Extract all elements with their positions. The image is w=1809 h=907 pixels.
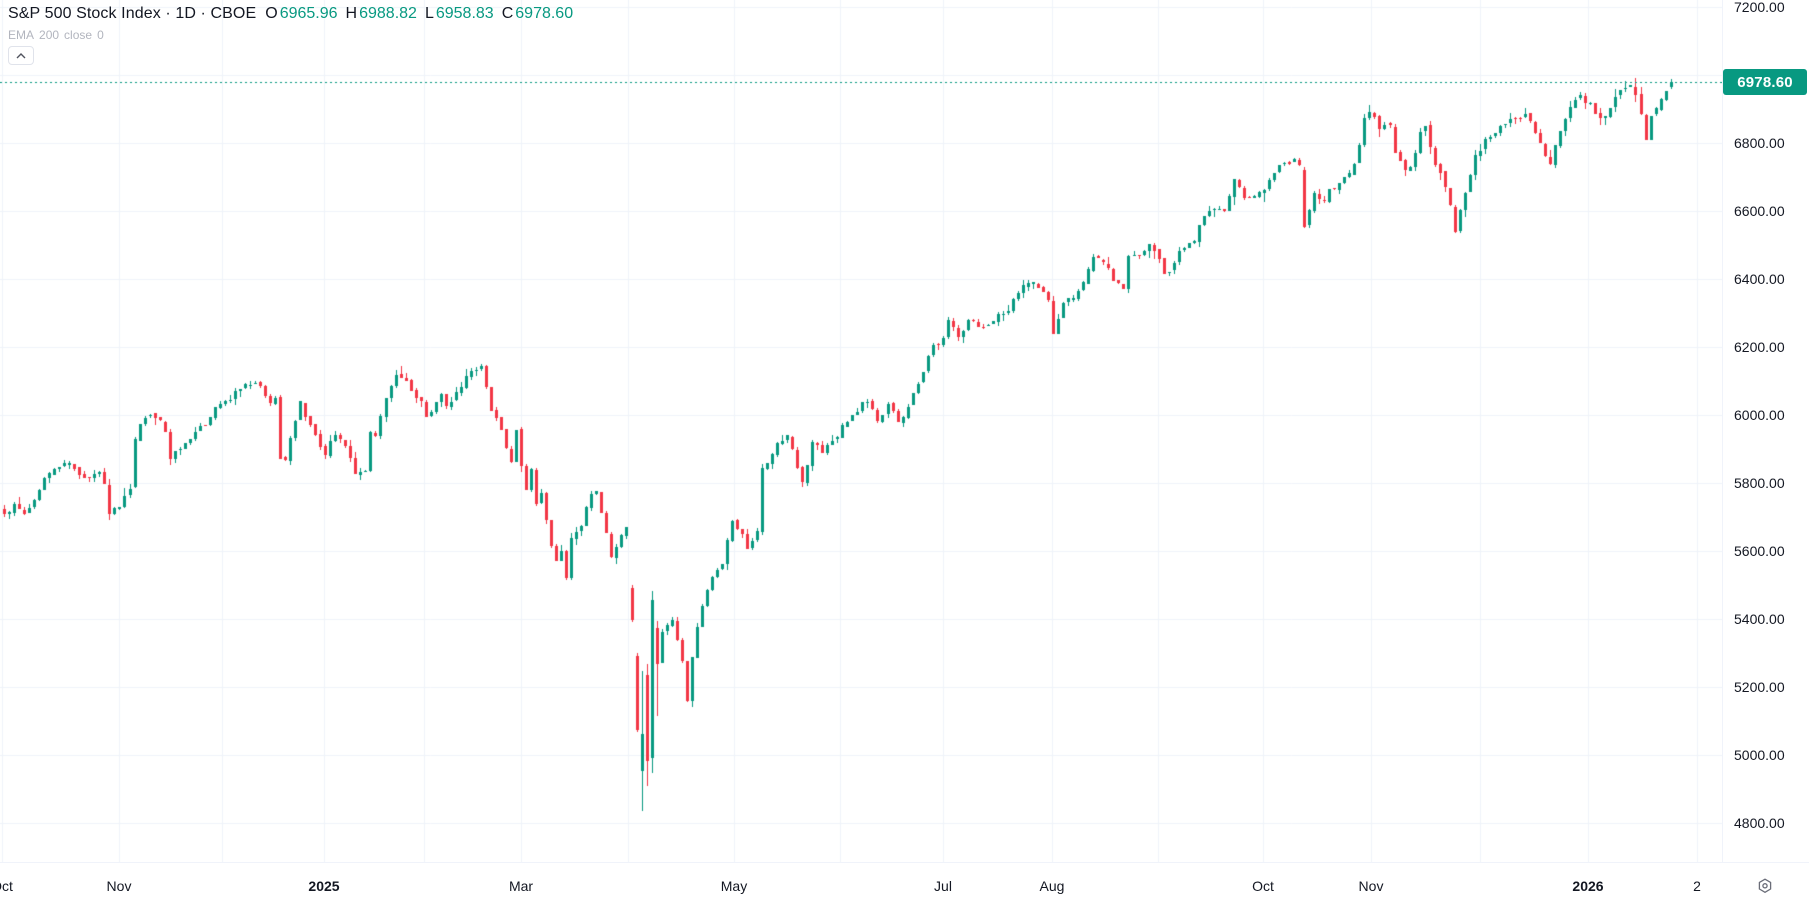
price-tick-label: 5400.00 xyxy=(1734,611,1785,627)
indicator-name: EMA xyxy=(8,28,35,42)
open-value: 6965.96 xyxy=(279,5,338,22)
time-tick-label: Nov xyxy=(1358,878,1384,894)
price-tick-label: 6000.00 xyxy=(1734,407,1785,423)
open-label: O xyxy=(265,5,278,22)
price-tick-label: 5000.00 xyxy=(1734,747,1785,763)
price-tick-label: 5600.00 xyxy=(1734,543,1785,559)
time-tick-label: Aug xyxy=(1039,878,1065,894)
indicator-legend[interactable]: EMA 200 close 0 xyxy=(8,28,573,42)
price-tick-label: 6600.00 xyxy=(1734,203,1785,219)
price-tick-label: 5800.00 xyxy=(1734,475,1785,491)
price-tick-label: 5200.00 xyxy=(1734,679,1785,695)
indicator-value: 0 xyxy=(97,28,104,42)
indicator-length: 200 xyxy=(39,28,60,42)
legend-main-row: S&P 500 Stock Index · 1D · CBOE O 6965.96… xyxy=(8,5,573,23)
last-price-value: 6978.60 xyxy=(1737,73,1793,91)
high-label: H xyxy=(345,5,358,22)
legend: S&P 500 Stock Index · 1D · CBOE O 6965.96… xyxy=(8,5,573,65)
indicator-source: close xyxy=(64,28,93,42)
time-tick-label: Nov xyxy=(106,878,132,894)
time-tick-label: Mar xyxy=(508,878,534,894)
chevron-up-icon xyxy=(16,52,26,59)
symbol-title[interactable]: S&P 500 Stock Index · 1D · CBOE xyxy=(8,5,257,22)
close-value: 6978.60 xyxy=(515,5,574,22)
price-tick-label: 6200.00 xyxy=(1734,339,1785,355)
high-value: 6988.82 xyxy=(359,5,417,22)
price-tick-label: 6800.00 xyxy=(1734,135,1785,151)
time-axis[interactable]: Oct Nov 2025 Mar May Jul Aug Oct Nov 2026 2 xyxy=(0,862,1809,907)
low-value: 6958.83 xyxy=(435,5,494,22)
time-tick-label: Oct xyxy=(0,878,13,894)
collapse-indicators-button[interactable] xyxy=(8,46,34,65)
close-label: C xyxy=(501,5,514,22)
time-tick-label: Jul xyxy=(934,878,952,894)
price-axis[interactable]: 4800.00 5000.00 5200.00 5400.00 5600.00 5800.… xyxy=(1722,0,1809,862)
price-tick-label: 6400.00 xyxy=(1734,271,1785,287)
price-tick-label: 7200.00 xyxy=(1734,0,1785,15)
price-tick-label: 4800.00 xyxy=(1734,815,1785,831)
time-tick-label: 2026 xyxy=(1572,878,1604,894)
axis-settings-gear-icon[interactable] xyxy=(1756,877,1774,895)
time-tick-label: 2 xyxy=(1693,878,1701,894)
last-price-badge: 6978.60 xyxy=(1723,69,1807,95)
time-tick-label: May xyxy=(720,878,748,894)
low-label: L xyxy=(424,5,434,22)
ohlc-values: O 6965.96 H 6988.82 L 6958.83 C 6978.60 xyxy=(265,5,573,23)
time-tick-label: Oct xyxy=(1252,878,1274,894)
time-tick-label: 2025 xyxy=(308,878,340,894)
candlestick-chart-canvas[interactable] xyxy=(0,0,1722,862)
